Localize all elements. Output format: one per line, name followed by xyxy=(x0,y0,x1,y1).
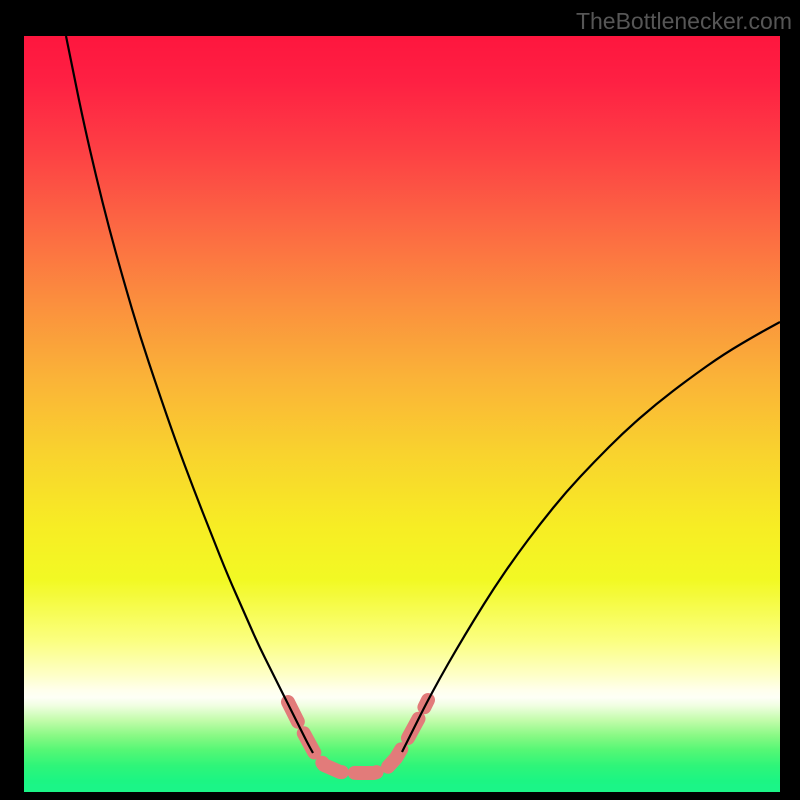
stage: TheBottlenecker.com xyxy=(0,0,800,800)
plot-frame xyxy=(22,34,782,794)
watermark-text: TheBottlenecker.com xyxy=(576,8,792,35)
